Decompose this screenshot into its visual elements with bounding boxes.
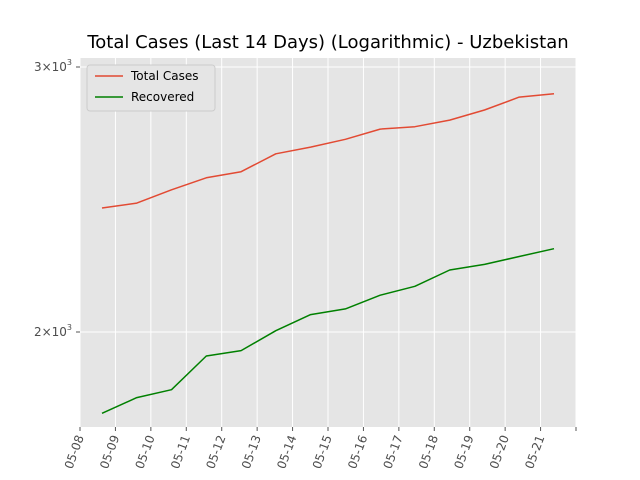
x-tick-label: 05-15 [310,433,335,471]
x-tick-label: 05-18 [416,433,441,471]
data-point [101,206,104,209]
data-point [518,96,521,99]
series-line-recovered [101,247,555,414]
data-point [344,138,347,141]
data-point [518,255,521,258]
data-point [483,263,486,266]
data-point [344,307,347,310]
data-point [170,388,173,391]
data-point [240,170,243,173]
data-point [483,108,486,111]
data-point [135,202,138,205]
data-point [413,125,416,128]
chart-title: Total Cases (Last 14 Days) (Logarithmic)… [86,32,568,53]
x-tick-label: 05-08 [62,433,87,471]
x-tick-label: 05-12 [203,433,228,471]
legend: Total Cases Recovered [86,64,216,112]
x-tick-label: 05-11 [168,433,193,471]
x-tick-label: 05-16 [345,433,370,471]
legend-label-total-cases: Total Cases [130,69,198,83]
data-point [205,354,208,357]
data-point [170,188,173,191]
data-point [135,396,138,399]
data-point [309,146,312,149]
x-tick-label: 05-20 [487,433,512,471]
series-line-total-cases [101,92,555,209]
x-tick-label: 05-17 [381,433,406,471]
data-point [553,247,556,250]
series-layer [101,92,556,415]
y-tick-label: 3×103 [34,58,72,74]
x-tick-label: 05-21 [522,433,547,471]
x-tick-label: 05-09 [97,433,122,471]
x-tick-label: 05-14 [274,433,299,471]
legend-label-recovered: Recovered [131,90,194,104]
data-point [379,294,382,297]
data-point [309,313,312,316]
data-point [101,412,104,415]
data-point [413,285,416,288]
x-tick-label: 05-19 [451,433,476,471]
data-point [448,119,451,122]
data-point [553,92,556,95]
x-tick-label: 05-10 [133,433,158,471]
grid [79,58,577,427]
data-point [274,329,277,332]
y-tick-label: 2×103 [34,323,72,339]
data-point [274,152,277,155]
data-point [240,349,243,352]
data-point [205,176,208,179]
data-point [379,128,382,131]
x-tick-label: 05-13 [239,433,264,471]
data-point [448,269,451,272]
